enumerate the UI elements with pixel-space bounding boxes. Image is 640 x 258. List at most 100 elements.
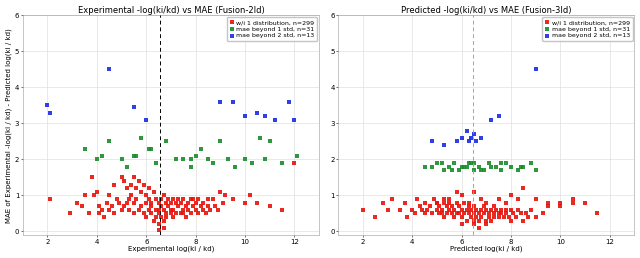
mae beyond 2 std, n=13 — [129, 105, 139, 109]
w/i 1 distribution, n=299 — [538, 211, 548, 215]
mae beyond 2 std, n=13 — [228, 100, 238, 104]
w/i 1 distribution, n=299 — [161, 215, 171, 219]
w/i 1 distribution, n=299 — [432, 201, 442, 205]
mae beyond 1 std, n=31 — [447, 168, 457, 172]
w/i 1 distribution, n=299 — [193, 197, 204, 201]
w/i 1 distribution, n=299 — [523, 215, 533, 219]
w/i 1 distribution, n=299 — [228, 197, 238, 201]
w/i 1 distribution, n=299 — [146, 204, 156, 208]
mae beyond 1 std, n=31 — [122, 165, 132, 169]
mae beyond 1 std, n=31 — [467, 161, 477, 165]
mae beyond 1 std, n=31 — [151, 161, 161, 165]
w/i 1 distribution, n=299 — [195, 204, 205, 208]
w/i 1 distribution, n=299 — [198, 201, 208, 205]
w/i 1 distribution, n=299 — [525, 208, 536, 212]
w/i 1 distribution, n=299 — [131, 197, 141, 201]
w/i 1 distribution, n=299 — [166, 211, 176, 215]
w/i 1 distribution, n=299 — [139, 183, 149, 187]
w/i 1 distribution, n=299 — [79, 194, 90, 198]
w/i 1 distribution, n=299 — [370, 215, 380, 219]
w/i 1 distribution, n=299 — [154, 228, 164, 232]
w/i 1 distribution, n=299 — [486, 219, 497, 223]
mae beyond 2 std, n=13 — [531, 67, 541, 71]
w/i 1 distribution, n=299 — [454, 204, 464, 208]
w/i 1 distribution, n=299 — [114, 201, 124, 205]
mae beyond 2 std, n=13 — [104, 67, 115, 71]
w/i 1 distribution, n=299 — [102, 201, 112, 205]
w/i 1 distribution, n=299 — [252, 201, 262, 205]
w/i 1 distribution, n=299 — [461, 219, 472, 223]
w/i 1 distribution, n=299 — [218, 201, 228, 205]
w/i 1 distribution, n=299 — [556, 204, 566, 208]
w/i 1 distribution, n=299 — [92, 190, 102, 194]
w/i 1 distribution, n=299 — [400, 201, 410, 205]
mae beyond 2 std, n=13 — [456, 136, 467, 140]
w/i 1 distribution, n=299 — [432, 208, 442, 212]
w/i 1 distribution, n=299 — [417, 208, 428, 212]
w/i 1 distribution, n=299 — [439, 197, 449, 201]
w/i 1 distribution, n=299 — [136, 190, 147, 194]
w/i 1 distribution, n=299 — [481, 219, 492, 223]
mae beyond 2 std, n=13 — [45, 110, 55, 115]
w/i 1 distribution, n=299 — [168, 197, 179, 201]
w/i 1 distribution, n=299 — [94, 204, 104, 208]
w/i 1 distribution, n=299 — [116, 208, 127, 212]
w/i 1 distribution, n=299 — [410, 211, 420, 215]
mae beyond 1 std, n=31 — [131, 154, 141, 158]
w/i 1 distribution, n=299 — [154, 211, 164, 215]
w/i 1 distribution, n=299 — [188, 197, 198, 201]
w/i 1 distribution, n=299 — [141, 215, 152, 219]
w/i 1 distribution, n=299 — [464, 201, 474, 205]
w/i 1 distribution, n=299 — [452, 211, 462, 215]
w/i 1 distribution, n=299 — [479, 204, 489, 208]
mae beyond 1 std, n=31 — [195, 147, 205, 151]
w/i 1 distribution, n=299 — [499, 215, 509, 219]
w/i 1 distribution, n=299 — [471, 208, 481, 212]
mae beyond 1 std, n=31 — [531, 168, 541, 172]
w/i 1 distribution, n=299 — [501, 208, 511, 212]
w/i 1 distribution, n=299 — [191, 201, 201, 205]
mae beyond 2 std, n=13 — [493, 114, 504, 118]
mae beyond 1 std, n=31 — [104, 139, 115, 143]
mae beyond 2 std, n=13 — [269, 118, 280, 122]
w/i 1 distribution, n=299 — [395, 208, 405, 212]
w/i 1 distribution, n=299 — [141, 194, 152, 198]
w/i 1 distribution, n=299 — [479, 211, 489, 215]
w/i 1 distribution, n=299 — [109, 183, 119, 187]
mae beyond 1 std, n=31 — [215, 139, 225, 143]
w/i 1 distribution, n=299 — [459, 201, 469, 205]
mae beyond 1 std, n=31 — [461, 165, 472, 169]
w/i 1 distribution, n=299 — [518, 219, 529, 223]
mae beyond 1 std, n=31 — [161, 139, 171, 143]
w/i 1 distribution, n=299 — [131, 186, 141, 190]
w/i 1 distribution, n=299 — [469, 204, 479, 208]
w/i 1 distribution, n=299 — [154, 222, 164, 226]
mae beyond 1 std, n=31 — [464, 161, 474, 165]
w/i 1 distribution, n=299 — [119, 204, 129, 208]
w/i 1 distribution, n=299 — [378, 201, 388, 205]
w/i 1 distribution, n=299 — [481, 222, 492, 226]
w/i 1 distribution, n=299 — [543, 204, 553, 208]
mae beyond 2 std, n=13 — [461, 128, 472, 133]
w/i 1 distribution, n=299 — [493, 197, 504, 201]
w/i 1 distribution, n=299 — [159, 219, 169, 223]
w/i 1 distribution, n=299 — [134, 179, 144, 183]
w/i 1 distribution, n=299 — [215, 190, 225, 194]
mae beyond 1 std, n=31 — [496, 168, 506, 172]
mae beyond 1 std, n=31 — [525, 161, 536, 165]
Legend: w/i 1 distribution, n=299, mae beyond 1 std, n=31, mae beyond 2 std, n=13: w/i 1 distribution, n=299, mae beyond 1 … — [227, 17, 317, 41]
w/i 1 distribution, n=299 — [143, 208, 154, 212]
w/i 1 distribution, n=299 — [211, 204, 221, 208]
w/i 1 distribution, n=299 — [407, 208, 417, 212]
w/i 1 distribution, n=299 — [126, 194, 136, 198]
w/i 1 distribution, n=299 — [432, 201, 442, 205]
mae beyond 1 std, n=31 — [479, 168, 489, 172]
mae beyond 1 std, n=31 — [496, 161, 506, 165]
mae beyond 2 std, n=13 — [215, 100, 225, 104]
w/i 1 distribution, n=299 — [504, 215, 514, 219]
X-axis label: Predicted log(ki / kd): Predicted log(ki / kd) — [450, 246, 522, 252]
w/i 1 distribution, n=299 — [151, 208, 161, 212]
w/i 1 distribution, n=299 — [459, 211, 469, 215]
w/i 1 distribution, n=299 — [436, 208, 447, 212]
w/i 1 distribution, n=299 — [198, 208, 208, 212]
